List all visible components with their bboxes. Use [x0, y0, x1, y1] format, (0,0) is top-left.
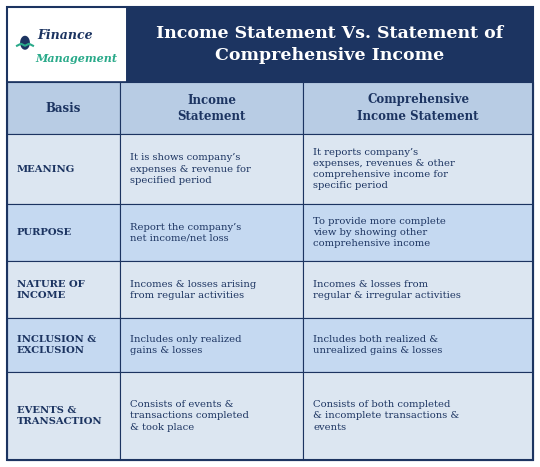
Text: Includes only realized
gains & losses: Includes only realized gains & losses: [130, 335, 241, 355]
Bar: [7, 372, 120, 460]
Bar: [7, 134, 120, 204]
Text: Management: Management: [35, 52, 117, 64]
Text: Incomes & losses arising
from regular activities: Incomes & losses arising from regular ac…: [130, 280, 256, 300]
Polygon shape: [20, 36, 30, 50]
Text: Report the company’s
net income/net loss: Report the company’s net income/net loss: [130, 223, 241, 243]
Text: INCLUSION &
EXCLUSION: INCLUSION & EXCLUSION: [17, 335, 96, 355]
Bar: [303, 134, 533, 204]
Bar: [120, 82, 303, 134]
Text: Includes both realized &
unrealized gains & losses: Includes both realized & unrealized gain…: [313, 335, 442, 355]
Text: Income Statement Vs. Statement of
Comprehensive Income: Income Statement Vs. Statement of Compre…: [157, 25, 504, 64]
Bar: [120, 204, 303, 261]
Bar: [127, 7, 533, 82]
Bar: [120, 372, 303, 460]
Text: Finance: Finance: [37, 29, 93, 42]
Bar: [7, 82, 120, 134]
Bar: [7, 7, 127, 82]
Text: EVENTS &
TRANSACTION: EVENTS & TRANSACTION: [17, 406, 103, 426]
Bar: [303, 204, 533, 261]
Text: Incomes & losses from
regular & irregular activities: Incomes & losses from regular & irregula…: [313, 280, 461, 300]
Bar: [7, 261, 120, 318]
Text: Income
Statement: Income Statement: [178, 93, 246, 122]
Text: It is shows company’s
expenses & revenue for
specified period: It is shows company’s expenses & revenue…: [130, 154, 251, 184]
Text: It reports company’s
expenses, revenues & other
comprehensive income for
specifi: It reports company’s expenses, revenues …: [313, 148, 455, 190]
Bar: [303, 318, 533, 372]
Bar: [303, 372, 533, 460]
Bar: [120, 261, 303, 318]
Bar: [120, 318, 303, 372]
Text: Basis: Basis: [46, 101, 81, 114]
Text: Comprehensive
Income Statement: Comprehensive Income Statement: [357, 93, 479, 122]
Text: To provide more complete
view by showing other
comprehensive income: To provide more complete view by showing…: [313, 217, 446, 248]
Bar: [303, 261, 533, 318]
Text: Consists of both completed
& incomplete transactions &
events: Consists of both completed & incomplete …: [313, 400, 460, 432]
Bar: [120, 134, 303, 204]
Bar: [7, 318, 120, 372]
Text: PURPOSE: PURPOSE: [17, 228, 72, 237]
Bar: [303, 82, 533, 134]
Text: NATURE OF
INCOME: NATURE OF INCOME: [17, 280, 85, 300]
Text: Consists of events &
transactions completed
& took place: Consists of events & transactions comple…: [130, 400, 249, 432]
Bar: [7, 204, 120, 261]
Text: MEANING: MEANING: [17, 164, 75, 174]
